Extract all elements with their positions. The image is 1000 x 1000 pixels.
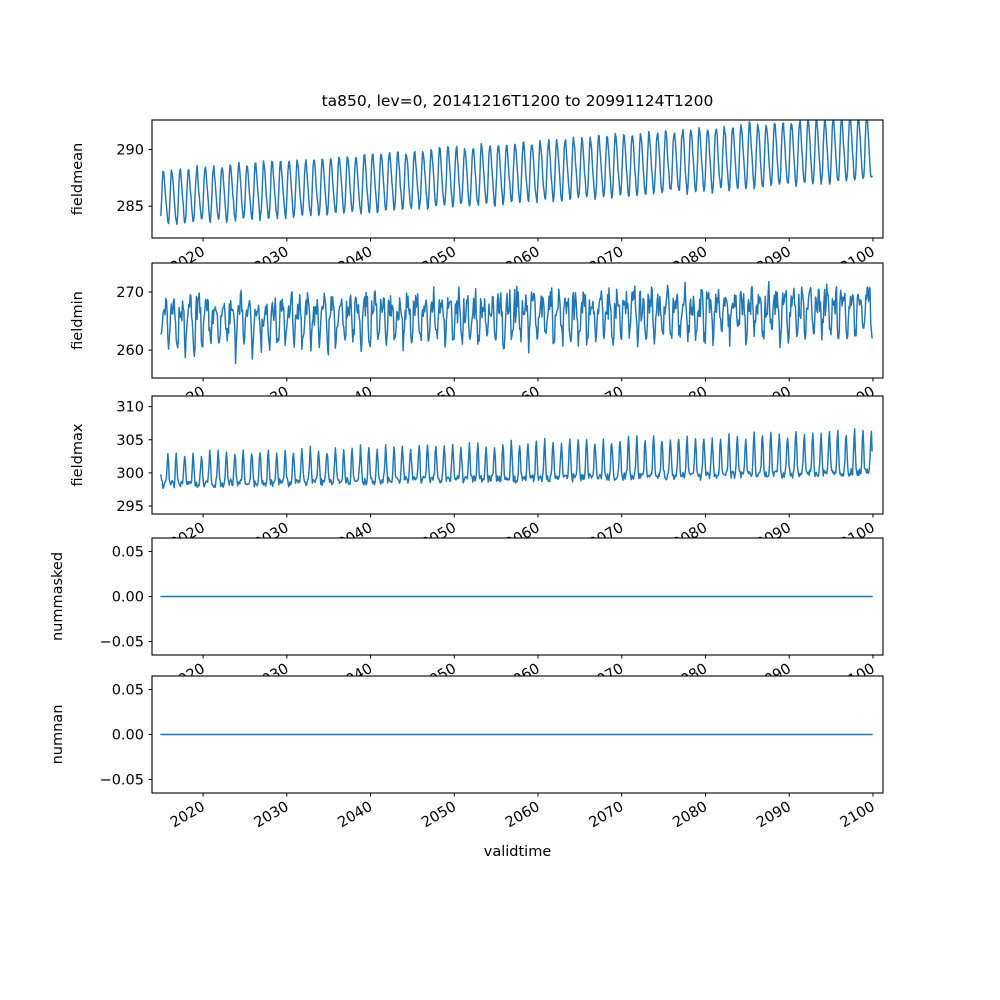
axes-spines-fieldmean [151, 119, 884, 239]
y-ticklabel-fieldmin-1: 270 [116, 285, 144, 301]
axes-spines-fieldmin [151, 262, 884, 379]
data-line-fieldmean [160, 120, 873, 226]
y-ticklabel-fieldmean-1: 290 [116, 143, 144, 159]
plot-background-fieldmax [151, 395, 884, 515]
y-ticklabel-numnan-1: 0.00 [112, 728, 144, 744]
y-axis-label-fieldmin: fieldmin [70, 291, 86, 350]
y-axis-label-nummasked: nummasked [50, 552, 66, 641]
data-line-fieldmin [160, 280, 873, 365]
y-ticklabel-numnan-0: −0.05 [100, 773, 144, 789]
plot-background-fieldmin [151, 262, 884, 379]
y-axis-label-fieldmean: fieldmean [70, 143, 86, 215]
data-line-fieldmax [160, 428, 873, 490]
y-ticklabel-numnan-2: 0.05 [112, 683, 144, 699]
y-ticklabel-nummasked-2: 0.05 [112, 545, 144, 561]
y-ticklabel-fieldmin-0: 260 [116, 343, 144, 359]
axes-spines-fieldmax [151, 395, 884, 515]
y-axis-label-fieldmax: fieldmax [70, 423, 86, 486]
y-ticklabel-fieldmax-0: 295 [116, 499, 144, 515]
y-ticklabel-fieldmax-3: 310 [116, 400, 144, 416]
figure-title: ta850, lev=0, 20141216T1200 to 20991124T… [322, 92, 714, 110]
y-ticklabel-nummasked-1: 0.00 [112, 590, 144, 606]
y-ticklabel-fieldmax-2: 305 [116, 433, 144, 449]
y-ticklabel-nummasked-0: −0.05 [100, 635, 144, 651]
x-axis-label: validtime [484, 844, 552, 860]
y-ticklabel-fieldmean-0: 285 [116, 199, 144, 215]
y-ticklabel-fieldmax-1: 300 [116, 466, 144, 482]
y-axis-label-numnan: numnan [50, 705, 66, 765]
